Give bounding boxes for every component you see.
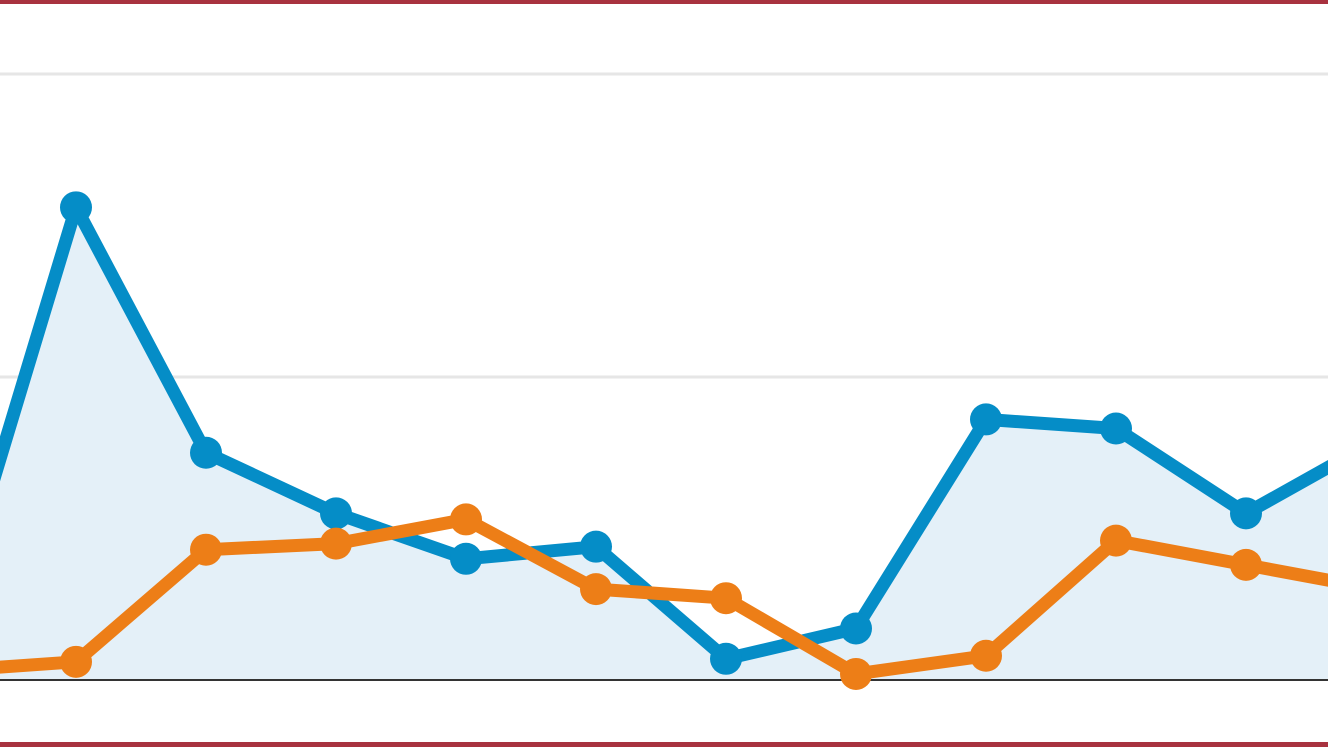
series-2-point [1230, 548, 1262, 581]
series-2-point [970, 639, 1002, 672]
series-1-point [840, 612, 872, 645]
series-1-point [580, 530, 612, 563]
series-1-point [60, 191, 92, 224]
series-2-point [320, 527, 352, 560]
series-1-point [320, 497, 352, 530]
series-2-point [580, 573, 612, 606]
frame-top-border [0, 0, 1328, 4]
series-2-point [450, 503, 482, 536]
series-1-point [970, 403, 1002, 436]
series-1-point [1100, 412, 1132, 445]
series-1-point [450, 542, 482, 575]
series-1-point [1230, 497, 1262, 530]
series-2-line [0, 512, 1328, 681]
series-2-point [60, 645, 92, 678]
series-1-point [190, 436, 222, 469]
series-2-point [840, 657, 872, 690]
series-1-point [710, 642, 742, 675]
series-1-line [0, 200, 1328, 666]
series-area [0, 207, 1328, 680]
series-2-point [1100, 524, 1132, 557]
frame-bottom-border [0, 742, 1328, 747]
series-2-point [190, 533, 222, 566]
series-2-point [710, 582, 742, 615]
